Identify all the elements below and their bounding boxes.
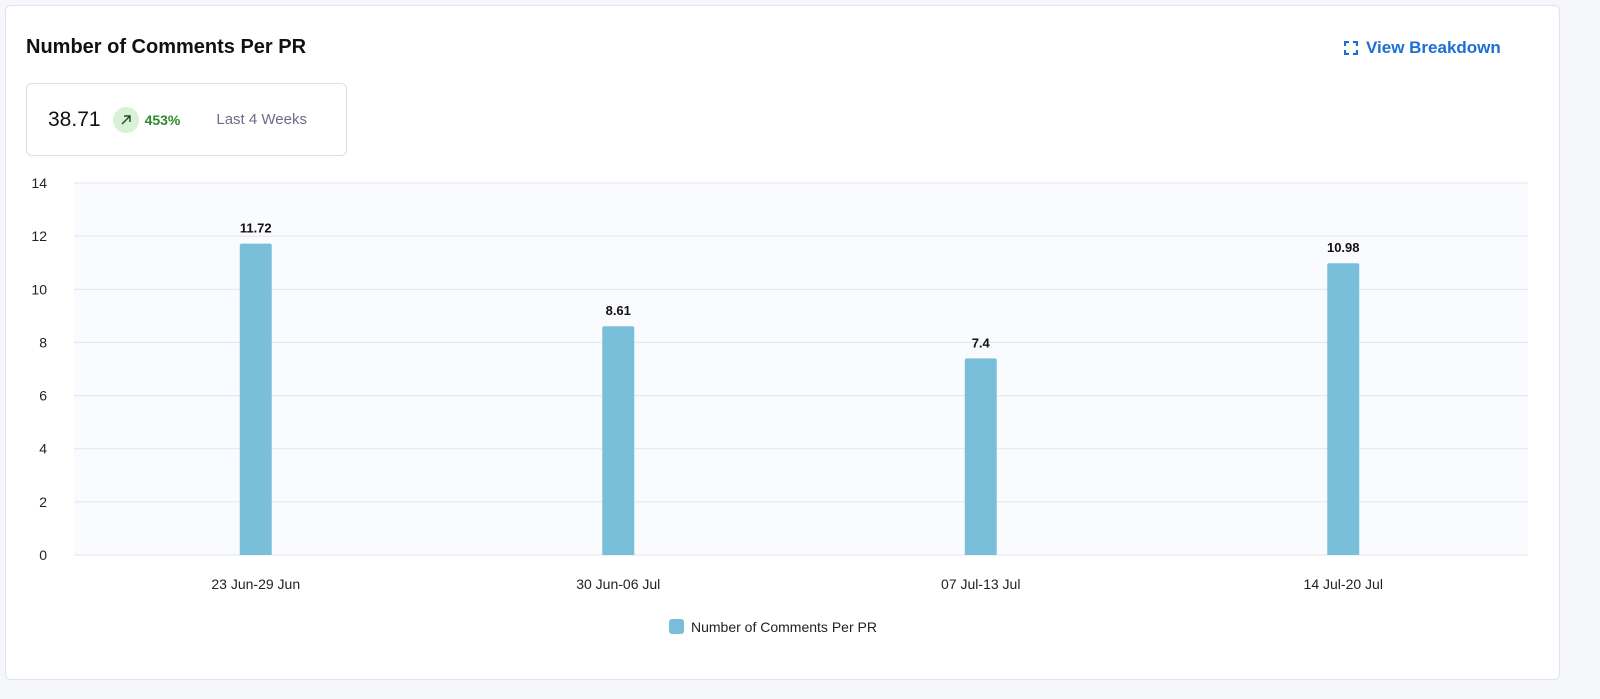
data-label: 8.61 (606, 303, 631, 318)
bar (239, 243, 272, 555)
plot-area (74, 183, 1528, 555)
y-tick-label: 14 (31, 175, 47, 191)
x-tick-label: 07 Jul-13 Jul (941, 576, 1020, 592)
chart-title: Number of Comments Per PR (26, 36, 307, 58)
bar (602, 326, 635, 555)
y-tick-label: 2 (39, 494, 47, 510)
view-breakdown-label: View Breakdown (1366, 38, 1501, 57)
data-label: 7.4 (972, 335, 991, 350)
x-tick-label: 30 Jun-06 Jul (576, 576, 660, 592)
x-tick-label: 23 Jun-29 Jun (211, 576, 300, 592)
summary-period: Last 4 Weeks (216, 111, 307, 128)
summary-stat: 38.71 453% Last 4 Weeks (26, 83, 347, 156)
summary-change: 453% (144, 111, 181, 128)
y-tick-label: 10 (31, 281, 47, 297)
y-tick-label: 0 (39, 547, 47, 563)
data-label: 10.98 (1327, 240, 1360, 255)
bar (964, 358, 997, 555)
y-tick-label: 8 (39, 334, 47, 350)
legend-label: Number of Comments Per PR (691, 619, 877, 635)
arrow-up-right-icon (112, 106, 139, 133)
bar (1327, 263, 1360, 555)
y-tick-label: 4 (39, 441, 47, 457)
y-tick-label: 6 (39, 388, 47, 404)
view-breakdown-button[interactable]: View Breakdown (1344, 38, 1501, 58)
x-tick-label: 14 Jul-20 Jul (1304, 576, 1383, 592)
data-label: 11.72 (240, 221, 272, 236)
summary-value: 38.71 (48, 107, 101, 131)
y-tick-label: 12 (31, 228, 47, 244)
legend-swatch (669, 619, 684, 634)
expand-icon (1344, 41, 1358, 55)
